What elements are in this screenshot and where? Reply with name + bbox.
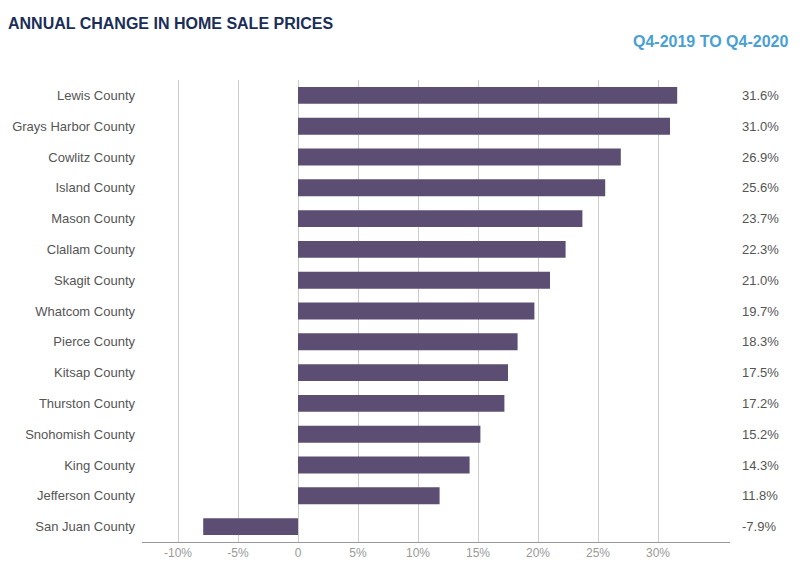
svg-text:Whatcom County: Whatcom County: [35, 304, 135, 319]
svg-text:San Juan County: San Juan County: [35, 519, 135, 534]
svg-text:-5%: -5%: [227, 546, 249, 560]
svg-text:31.6%: 31.6%: [742, 88, 779, 103]
svg-text:King County: King County: [64, 458, 135, 473]
svg-text:Lewis County: Lewis County: [57, 88, 136, 103]
svg-text:25.6%: 25.6%: [742, 180, 779, 195]
svg-text:ANNUAL CHANGE IN HOME SALE PRI: ANNUAL CHANGE IN HOME SALE PRICES: [8, 15, 333, 32]
svg-text:Skagit County: Skagit County: [54, 273, 135, 288]
svg-text:20%: 20%: [526, 546, 550, 560]
svg-text:-7.9%: -7.9%: [742, 519, 776, 534]
svg-text:Clallam County: Clallam County: [47, 242, 136, 257]
svg-text:21.0%: 21.0%: [742, 273, 779, 288]
svg-text:Jefferson County: Jefferson County: [37, 488, 136, 503]
svg-text:15.2%: 15.2%: [742, 427, 779, 442]
svg-text:10%: 10%: [406, 546, 430, 560]
svg-text:23.7%: 23.7%: [742, 211, 779, 226]
svg-text:Grays Harbor County: Grays Harbor County: [12, 119, 135, 134]
svg-text:31.0%: 31.0%: [742, 119, 779, 134]
svg-text:17.2%: 17.2%: [742, 396, 779, 411]
svg-text:5%: 5%: [349, 546, 367, 560]
svg-text:Pierce County: Pierce County: [53, 334, 135, 349]
svg-text:Island County: Island County: [56, 180, 136, 195]
svg-text:0: 0: [295, 546, 302, 560]
svg-text:Cowlitz County: Cowlitz County: [48, 150, 135, 165]
svg-text:25%: 25%: [586, 546, 610, 560]
svg-text:17.5%: 17.5%: [742, 365, 779, 380]
svg-text:26.9%: 26.9%: [742, 150, 779, 165]
svg-text:Kitsap County: Kitsap County: [54, 365, 135, 380]
svg-text:30%: 30%: [646, 546, 670, 560]
svg-text:18.3%: 18.3%: [742, 334, 779, 349]
svg-text:Mason County: Mason County: [51, 211, 135, 226]
svg-text:14.3%: 14.3%: [742, 458, 779, 473]
svg-text:Q4-2019 TO Q4-2020: Q4-2019 TO Q4-2020: [633, 33, 788, 50]
svg-text:11.8%: 11.8%: [742, 488, 778, 503]
svg-text:Thurston County: Thurston County: [39, 396, 136, 411]
svg-text:22.3%: 22.3%: [742, 242, 779, 257]
svg-text:Snohomish County: Snohomish County: [25, 427, 135, 442]
svg-text:-10%: -10%: [164, 546, 192, 560]
svg-text:19.7%: 19.7%: [742, 304, 779, 319]
svg-text:15%: 15%: [466, 546, 490, 560]
